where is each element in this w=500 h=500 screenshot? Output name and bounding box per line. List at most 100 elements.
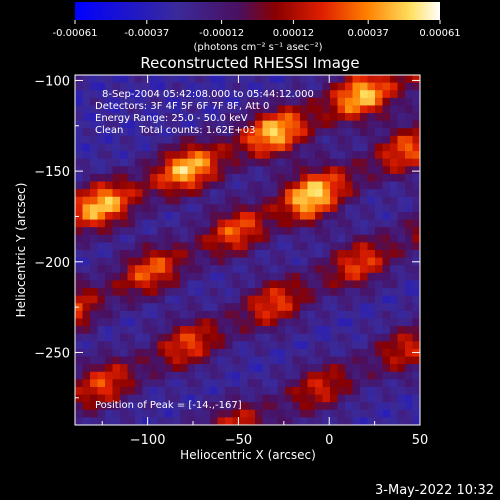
heatmap-cell [285, 409, 294, 418]
heatmap-cell [150, 181, 159, 190]
heatmap-cell [352, 272, 361, 282]
heatmap-cell [225, 128, 234, 137]
heatmap-cell [300, 379, 309, 388]
heatmap-cell [345, 379, 354, 388]
x-tick-label: 0 [325, 433, 333, 448]
heatmap-cell [382, 303, 391, 312]
heatmap-cell [382, 379, 391, 388]
heatmap-cell [217, 120, 226, 129]
heatmap-cell [277, 82, 286, 91]
heatmap-cell [322, 211, 331, 221]
heatmap-cell [247, 189, 256, 198]
heatmap-cell [345, 386, 354, 396]
heatmap-cell [262, 265, 271, 274]
heatmap-cell [135, 333, 144, 342]
heatmap-cell [300, 173, 309, 183]
heatmap-cell [172, 196, 181, 205]
heatmap-cell [217, 326, 226, 335]
heatmap-cell [157, 113, 166, 122]
heatmap-cell [97, 402, 106, 411]
heatmap-cell [225, 105, 234, 114]
heatmap-cell [150, 151, 159, 160]
heatmap-cell [375, 158, 384, 167]
heatmap-cell [352, 326, 361, 335]
heatmap-cell [165, 295, 174, 304]
heatmap-cell [150, 341, 159, 350]
heatmap-cell [277, 295, 286, 304]
heatmap-cell [127, 173, 136, 183]
heatmap-cell [292, 356, 301, 365]
heatmap-cell [157, 318, 166, 327]
heatmap-cell [240, 227, 249, 236]
heatmap-cell [97, 234, 106, 243]
heatmap-cell [345, 272, 354, 282]
heatmap-cell [165, 196, 174, 205]
heatmap-cell [187, 151, 196, 160]
heatmap-cell [90, 219, 99, 228]
heatmap-cell [240, 82, 249, 91]
heatmap-cell [337, 82, 346, 91]
heatmap-cell [285, 265, 294, 274]
heatmap-cell [367, 364, 376, 373]
heatmap-cell [105, 356, 114, 365]
heatmap-cell [382, 295, 391, 304]
heatmap-cell [105, 295, 114, 304]
heatmap-cell [412, 280, 420, 289]
heatmap-cell [195, 242, 204, 251]
heatmap-cell [157, 379, 166, 388]
heatmap-cell [97, 333, 106, 342]
heatmap-cell [322, 196, 331, 205]
heatmap-cell [262, 318, 271, 327]
heatmap-cell [202, 75, 211, 84]
heatmap-cell [360, 97, 369, 107]
heatmap-cell [315, 356, 324, 365]
heatmap-cell [390, 97, 399, 107]
heatmap-cell [232, 75, 241, 84]
heatmap-cell [367, 143, 376, 152]
heatmap-cell [97, 219, 106, 228]
heatmap-cell [240, 348, 249, 358]
heatmap-cell [300, 234, 309, 243]
heatmap-cell [367, 227, 376, 236]
heatmap-cell [112, 272, 121, 282]
heatmap-cell [210, 379, 219, 388]
heatmap-cell [315, 265, 324, 274]
heatmap-cell [352, 120, 361, 129]
heatmap-cell [232, 386, 241, 396]
heatmap-cell [232, 189, 241, 198]
heatmap-cell [120, 204, 129, 213]
heatmap-cell [157, 288, 166, 297]
heatmap-cell [270, 211, 279, 221]
heatmap-cell [172, 303, 181, 312]
heatmap-cell [142, 303, 151, 312]
heatmap-cell [345, 234, 354, 243]
heatmap-cell [367, 333, 376, 342]
heatmap-cell [142, 75, 151, 84]
heatmap-cell [405, 417, 414, 425]
heatmap-cell [412, 318, 420, 327]
heatmap-cell [292, 257, 301, 266]
heatmap-cell [322, 257, 331, 266]
heatmap-cell [375, 120, 384, 129]
heatmap-cell [405, 105, 414, 114]
heatmap-cell [345, 120, 354, 129]
heatmap-cell [112, 97, 121, 107]
heatmap-cell [127, 341, 136, 350]
heatmap-cell [255, 227, 264, 236]
heatmap-cell [210, 242, 219, 251]
heatmap-cell [105, 288, 114, 297]
heatmap-cell [247, 227, 256, 236]
heatmap-cell [412, 234, 420, 243]
heatmap-cell [360, 219, 369, 228]
heatmap-cell [315, 166, 324, 175]
heatmap-cell [337, 310, 346, 320]
heatmap-cell [375, 326, 384, 335]
heatmap-cell [307, 409, 316, 418]
heatmap-cell [172, 128, 181, 137]
heatmap-cell [150, 173, 159, 183]
heatmap-cell [202, 386, 211, 396]
footer-timestamp: 3-May-2022 10:32 [375, 483, 494, 498]
heatmap-cell [352, 409, 361, 418]
heatmap-cell [292, 288, 301, 297]
heatmap-cell [367, 341, 376, 350]
